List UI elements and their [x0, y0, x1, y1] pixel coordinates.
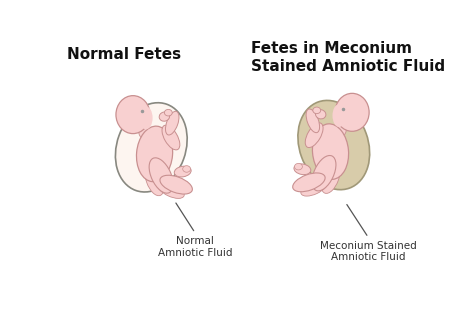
Ellipse shape [149, 158, 173, 193]
Ellipse shape [335, 93, 369, 131]
Ellipse shape [174, 166, 191, 177]
Text: Normal
Amniotic Fluid: Normal Amniotic Fluid [158, 236, 232, 258]
Ellipse shape [164, 110, 172, 116]
Ellipse shape [321, 162, 340, 193]
Ellipse shape [298, 100, 370, 190]
Text: Normal Fetes: Normal Fetes [66, 47, 181, 62]
Ellipse shape [301, 179, 328, 196]
Ellipse shape [305, 123, 323, 148]
Ellipse shape [137, 126, 173, 182]
Ellipse shape [165, 111, 179, 135]
Ellipse shape [312, 124, 348, 179]
Ellipse shape [313, 107, 321, 114]
Ellipse shape [182, 166, 191, 172]
Ellipse shape [334, 123, 346, 137]
Text: Meconium Stained
Amniotic Fluid: Meconium Stained Amniotic Fluid [320, 241, 417, 262]
Ellipse shape [160, 175, 192, 194]
Ellipse shape [316, 110, 326, 119]
Ellipse shape [157, 181, 184, 198]
Ellipse shape [139, 106, 153, 129]
Ellipse shape [294, 164, 311, 175]
Ellipse shape [159, 112, 170, 121]
Ellipse shape [294, 163, 302, 170]
Ellipse shape [306, 109, 319, 133]
Ellipse shape [162, 125, 180, 150]
Ellipse shape [312, 155, 336, 191]
Ellipse shape [116, 96, 150, 134]
Ellipse shape [139, 125, 151, 139]
Text: Fetes in Meconium
Stained Amniotic Fluid: Fetes in Meconium Stained Amniotic Fluid [251, 41, 446, 74]
Ellipse shape [332, 104, 346, 127]
Ellipse shape [115, 103, 187, 192]
Ellipse shape [293, 173, 325, 192]
Ellipse shape [145, 164, 164, 196]
